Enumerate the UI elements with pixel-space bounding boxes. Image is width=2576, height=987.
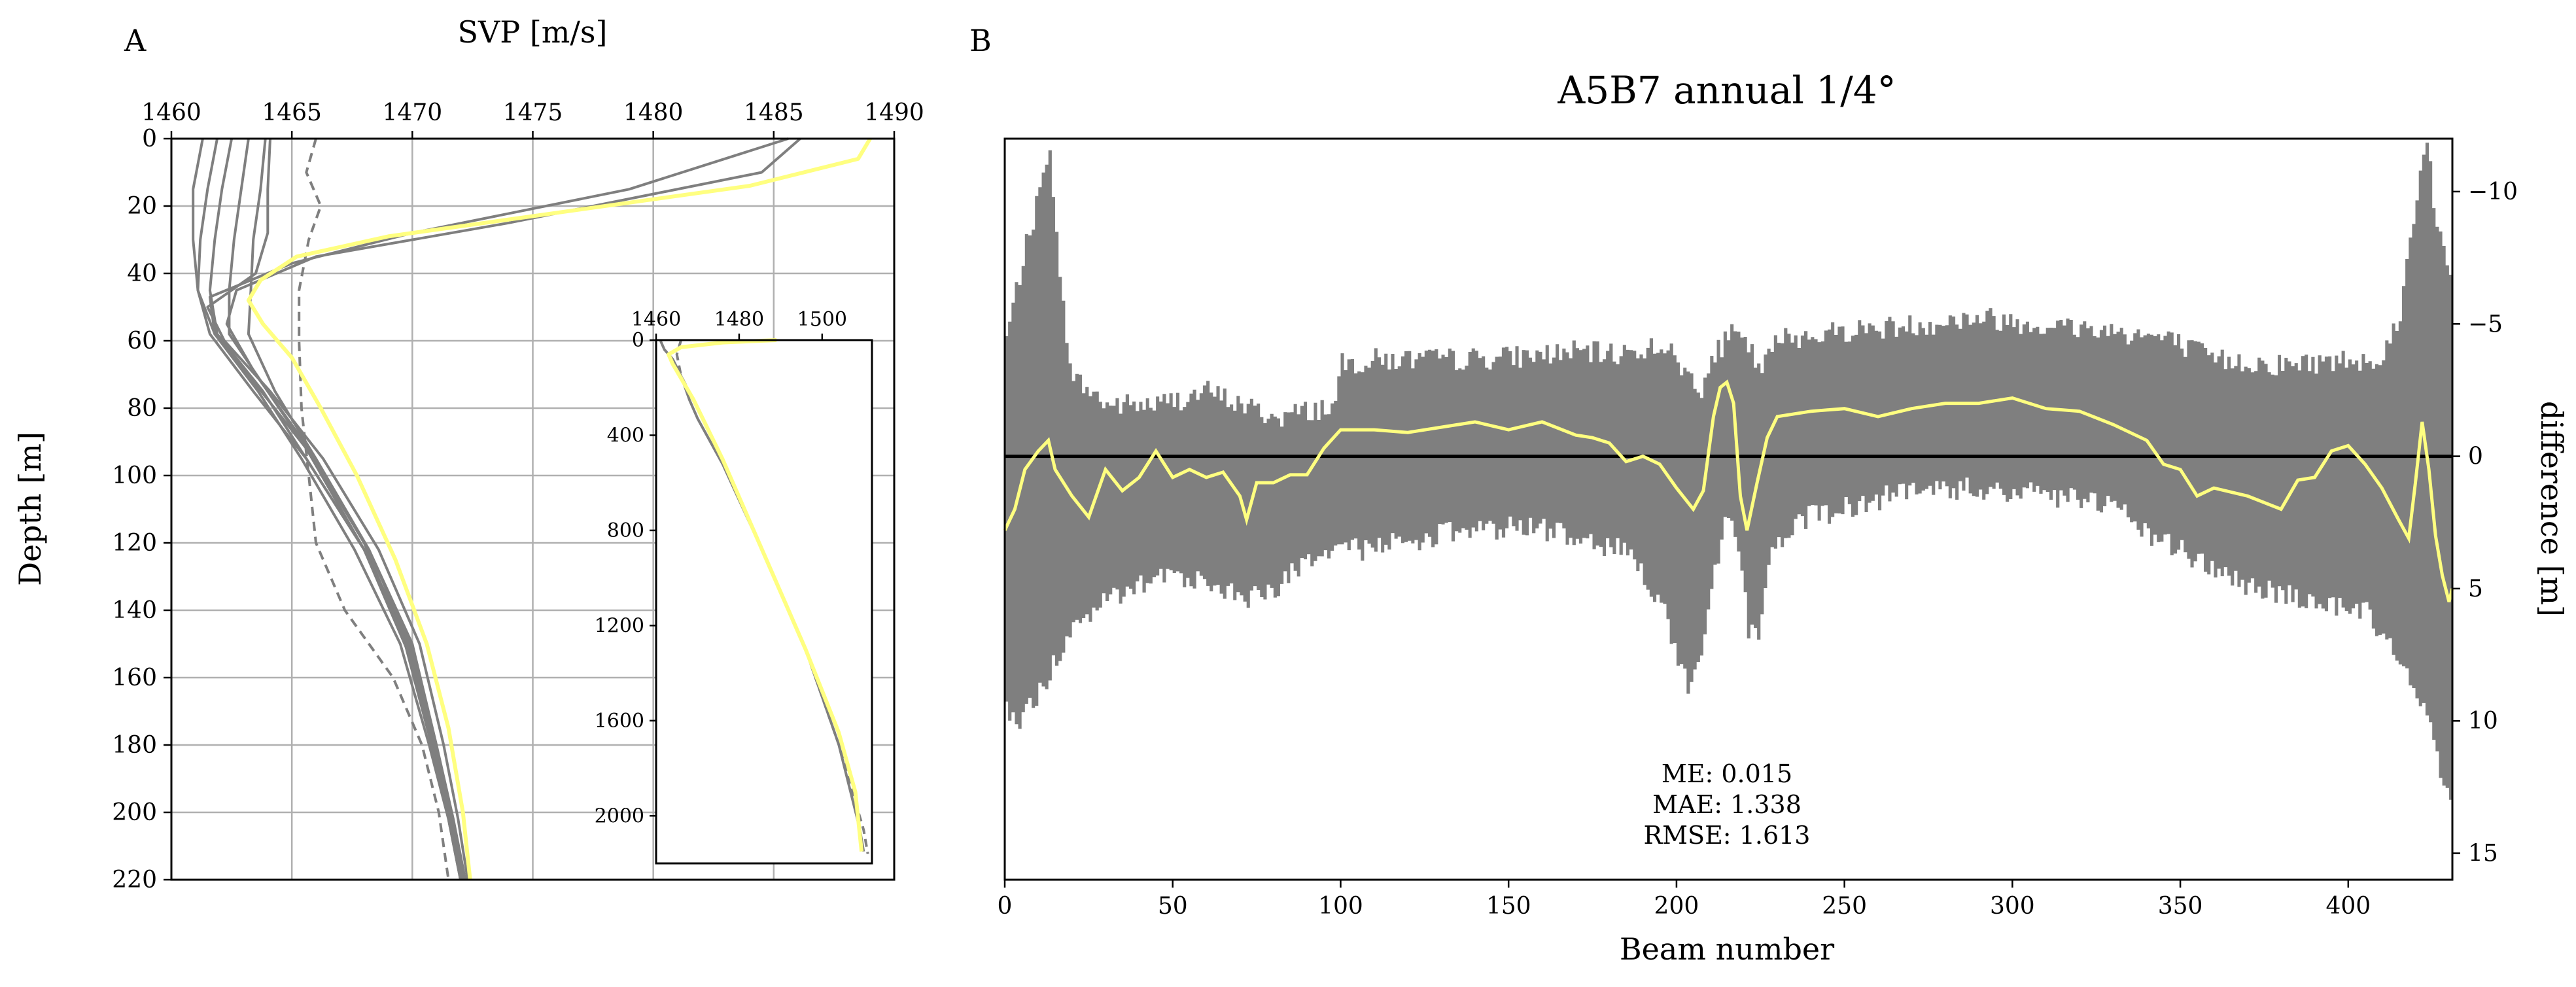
panel-b: B A5B7 annual 1/4° 0 50 100 150 200 250 300 350… xyxy=(969,23,2569,967)
panel-b-axes-frame xyxy=(1003,137,2454,881)
x-tick-label: 1480 xyxy=(623,99,684,126)
x-tick-label: 1475 xyxy=(503,99,563,126)
x-tick-label: 200 xyxy=(1654,893,1699,920)
svp-profile-line xyxy=(206,138,469,880)
inset-y-tick-label: 1600 xyxy=(595,710,644,733)
y-tick-label: 180 xyxy=(112,732,157,759)
y-tick-label: 0 xyxy=(142,126,157,152)
panel-b-title: A5B7 annual 1/4° xyxy=(1557,68,1896,113)
y-tick-label: 100 xyxy=(112,462,157,489)
y-tick-label: 20 xyxy=(127,193,157,220)
svp-profile-line xyxy=(228,138,467,880)
panel-a-yticks: 0 20 40 60 80 100 120 140 160 180 200 220 xyxy=(112,126,171,893)
x-tick-label: 350 xyxy=(2158,893,2203,920)
inset-x-tick-label: 1460 xyxy=(631,308,681,331)
inset-axes-frame xyxy=(655,339,873,865)
x-tick-label: 1485 xyxy=(744,99,804,126)
x-tick-label: 0 xyxy=(998,893,1013,920)
panel-a-xticks: 1460 1465 1470 1475 1480 1485 1490 xyxy=(141,99,924,139)
panel-a: A 1460 1465 1470 1475 1480 1485 1490 0 20 40 60 80… xyxy=(12,14,924,893)
y-tick-label: −5 xyxy=(2468,311,2503,338)
inset-y-tick-label: 800 xyxy=(607,519,644,542)
panel-b-band xyxy=(1005,143,2452,814)
inset-y-tick-label: 1200 xyxy=(595,614,644,637)
panel-b-yticks: −10 −5 0 5 10 15 xyxy=(2452,179,2518,867)
y-tick-label: 10 xyxy=(2468,708,2498,735)
inset: 1460 1480 1500 0 400 800 1200 1600 2000 xyxy=(595,308,873,865)
panel-b-label: B xyxy=(969,23,992,58)
x-tick-label: 300 xyxy=(1990,893,2035,920)
panel-b-ylabel: difference [m] xyxy=(2534,401,2569,617)
inset-background xyxy=(656,340,872,863)
x-tick-label: 100 xyxy=(1318,893,1363,920)
y-tick-label: 5 xyxy=(2468,576,2483,602)
x-tick-label: 1490 xyxy=(864,99,924,126)
y-tick-label: 40 xyxy=(127,260,157,287)
y-tick-label: 200 xyxy=(112,799,157,826)
inset-yticks: 0 400 800 1200 1600 2000 xyxy=(595,329,656,827)
y-tick-label: 15 xyxy=(2468,840,2498,867)
difference-range-band xyxy=(1005,143,2452,814)
y-tick-label: 140 xyxy=(112,597,157,624)
panel-b-xticks: 0 50 100 150 200 250 300 350 400 xyxy=(998,880,2371,920)
inset-y-tick-label: 400 xyxy=(607,424,644,447)
x-tick-label: 250 xyxy=(1822,893,1867,920)
stat-rmse: RMSE: 1.613 xyxy=(1644,821,1811,850)
svp-profile-line xyxy=(208,138,462,880)
inset-y-tick-label: 0 xyxy=(632,329,644,352)
x-tick-label: 50 xyxy=(1158,893,1188,920)
y-tick-label: 80 xyxy=(127,395,157,422)
panel-b-xlabel: Beam number xyxy=(1620,931,1834,967)
x-tick-label: 150 xyxy=(1486,893,1531,920)
stat-mae: MAE: 1.338 xyxy=(1652,790,1801,819)
highlight-profile-line xyxy=(246,137,872,880)
x-tick-label: 1460 xyxy=(141,99,201,126)
x-tick-label: 1465 xyxy=(262,99,322,126)
mean-difference-line xyxy=(1003,379,2454,602)
inset-series xyxy=(659,338,869,854)
inset-xticks: 1460 1480 1500 xyxy=(631,308,847,340)
inset-x-tick-label: 1500 xyxy=(797,308,847,331)
panel-a-series xyxy=(192,137,872,880)
x-tick-label: 400 xyxy=(2325,893,2371,920)
panel-a-ylabel: Depth [m] xyxy=(12,432,48,586)
stat-me: ME: 0.015 xyxy=(1662,759,1792,788)
panel-a-label: A xyxy=(124,23,147,58)
dashed-profile-line xyxy=(298,138,450,880)
panel-a-xlabel: SVP [m/s] xyxy=(458,14,608,50)
y-tick-label: 60 xyxy=(127,328,157,355)
stats-box: ME: 0.015 MAE: 1.338 RMSE: 1.613 xyxy=(1644,759,1811,850)
y-tick-label: 220 xyxy=(112,867,157,893)
inset-highlight-line xyxy=(667,338,864,852)
y-tick-label: 120 xyxy=(112,530,157,557)
y-tick-label: 0 xyxy=(2468,443,2483,470)
y-tick-label: 160 xyxy=(112,665,157,691)
x-tick-label: 1470 xyxy=(383,99,443,126)
inset-y-tick-label: 2000 xyxy=(595,805,644,827)
y-tick-label: −10 xyxy=(2468,179,2518,205)
inset-x-tick-label: 1480 xyxy=(714,308,764,331)
